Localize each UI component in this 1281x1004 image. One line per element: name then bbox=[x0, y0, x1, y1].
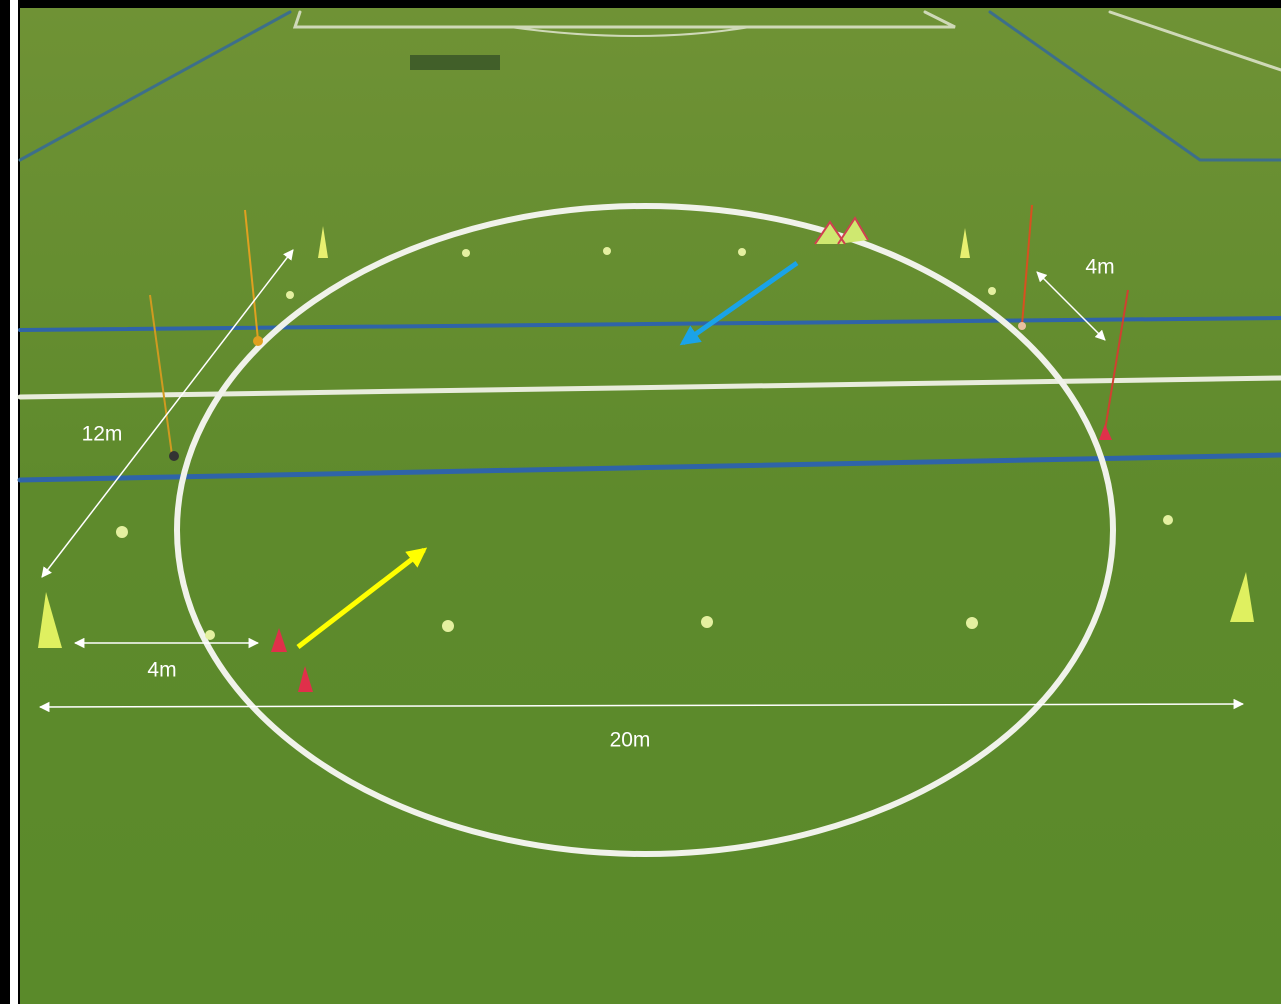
shadow bbox=[410, 55, 500, 70]
yellow-arrow bbox=[296, 547, 428, 649]
blue-line bbox=[988, 10, 1281, 162]
distance-label: 4m bbox=[147, 659, 176, 682]
penalty-arc bbox=[509, 26, 751, 37]
distance-label: 4m bbox=[1085, 256, 1114, 279]
distance-label: 20m bbox=[610, 729, 651, 752]
penalty-box bbox=[292, 10, 956, 29]
blue-line bbox=[18, 10, 292, 162]
frame-edge bbox=[10, 0, 18, 1004]
blue-arrow bbox=[679, 260, 799, 346]
distance-label: 12m bbox=[82, 423, 123, 446]
touch-line bbox=[1108, 10, 1281, 72]
measure-arrows bbox=[38, 249, 1245, 713]
